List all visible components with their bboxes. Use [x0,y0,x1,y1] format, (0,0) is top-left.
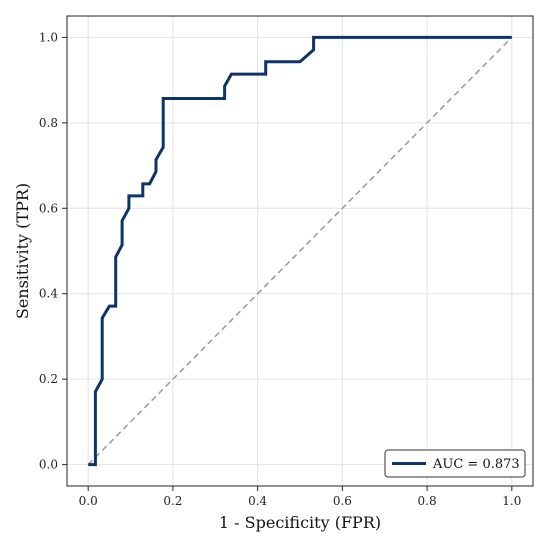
plot-frame [66,15,534,487]
y-tick-label: 0.8 [39,116,58,130]
legend-label: AUC = 0.873 [432,457,520,472]
x-tick-label: 0.2 [163,494,182,508]
y-tick-label: 0.4 [39,287,58,301]
y-tick-label: 0.2 [39,372,58,386]
chance-diagonal-line [87,36,513,466]
series-layer [87,35,513,467]
grid [67,16,533,486]
y-tick-label: 0.6 [39,201,58,215]
x-axis-title: 1 - Specificity (FPR) [219,513,381,532]
x-tick-label: 0.4 [248,494,267,508]
ticks: 0.0 0.2 0.4 0.6 0.8 1.0 0.0 0.2 0.4 0.6 0.8 1.0 [39,30,521,508]
y-tick-label: 1.0 [39,30,58,44]
x-tick-label: 0.8 [418,494,437,508]
x-tick-label: 0.6 [333,494,352,508]
y-tick-label: 0.0 [39,458,58,472]
roc-curve-line [88,35,512,467]
x-tick-label: 1.0 [502,494,521,508]
x-tick-label: 0.0 [79,494,98,508]
legend-box [384,449,526,478]
legend: AUC = 0.873 [384,449,526,478]
y-axis-title: Sensitivity (TPR) [13,183,32,319]
